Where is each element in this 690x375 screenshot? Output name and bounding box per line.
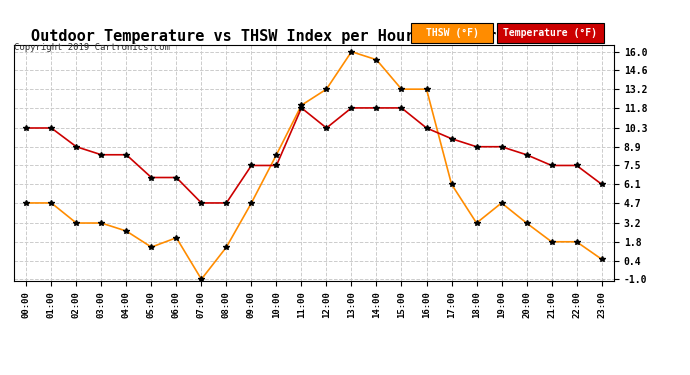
Text: Temperature (°F): Temperature (°F): [503, 28, 598, 38]
Text: THSW (°F): THSW (°F): [426, 28, 478, 38]
Text: Copyright 2019 Cartronics.com: Copyright 2019 Cartronics.com: [14, 43, 170, 52]
Title: Outdoor Temperature vs THSW Index per Hour (24 Hours) 20190208: Outdoor Temperature vs THSW Index per Ho…: [31, 29, 597, 44]
